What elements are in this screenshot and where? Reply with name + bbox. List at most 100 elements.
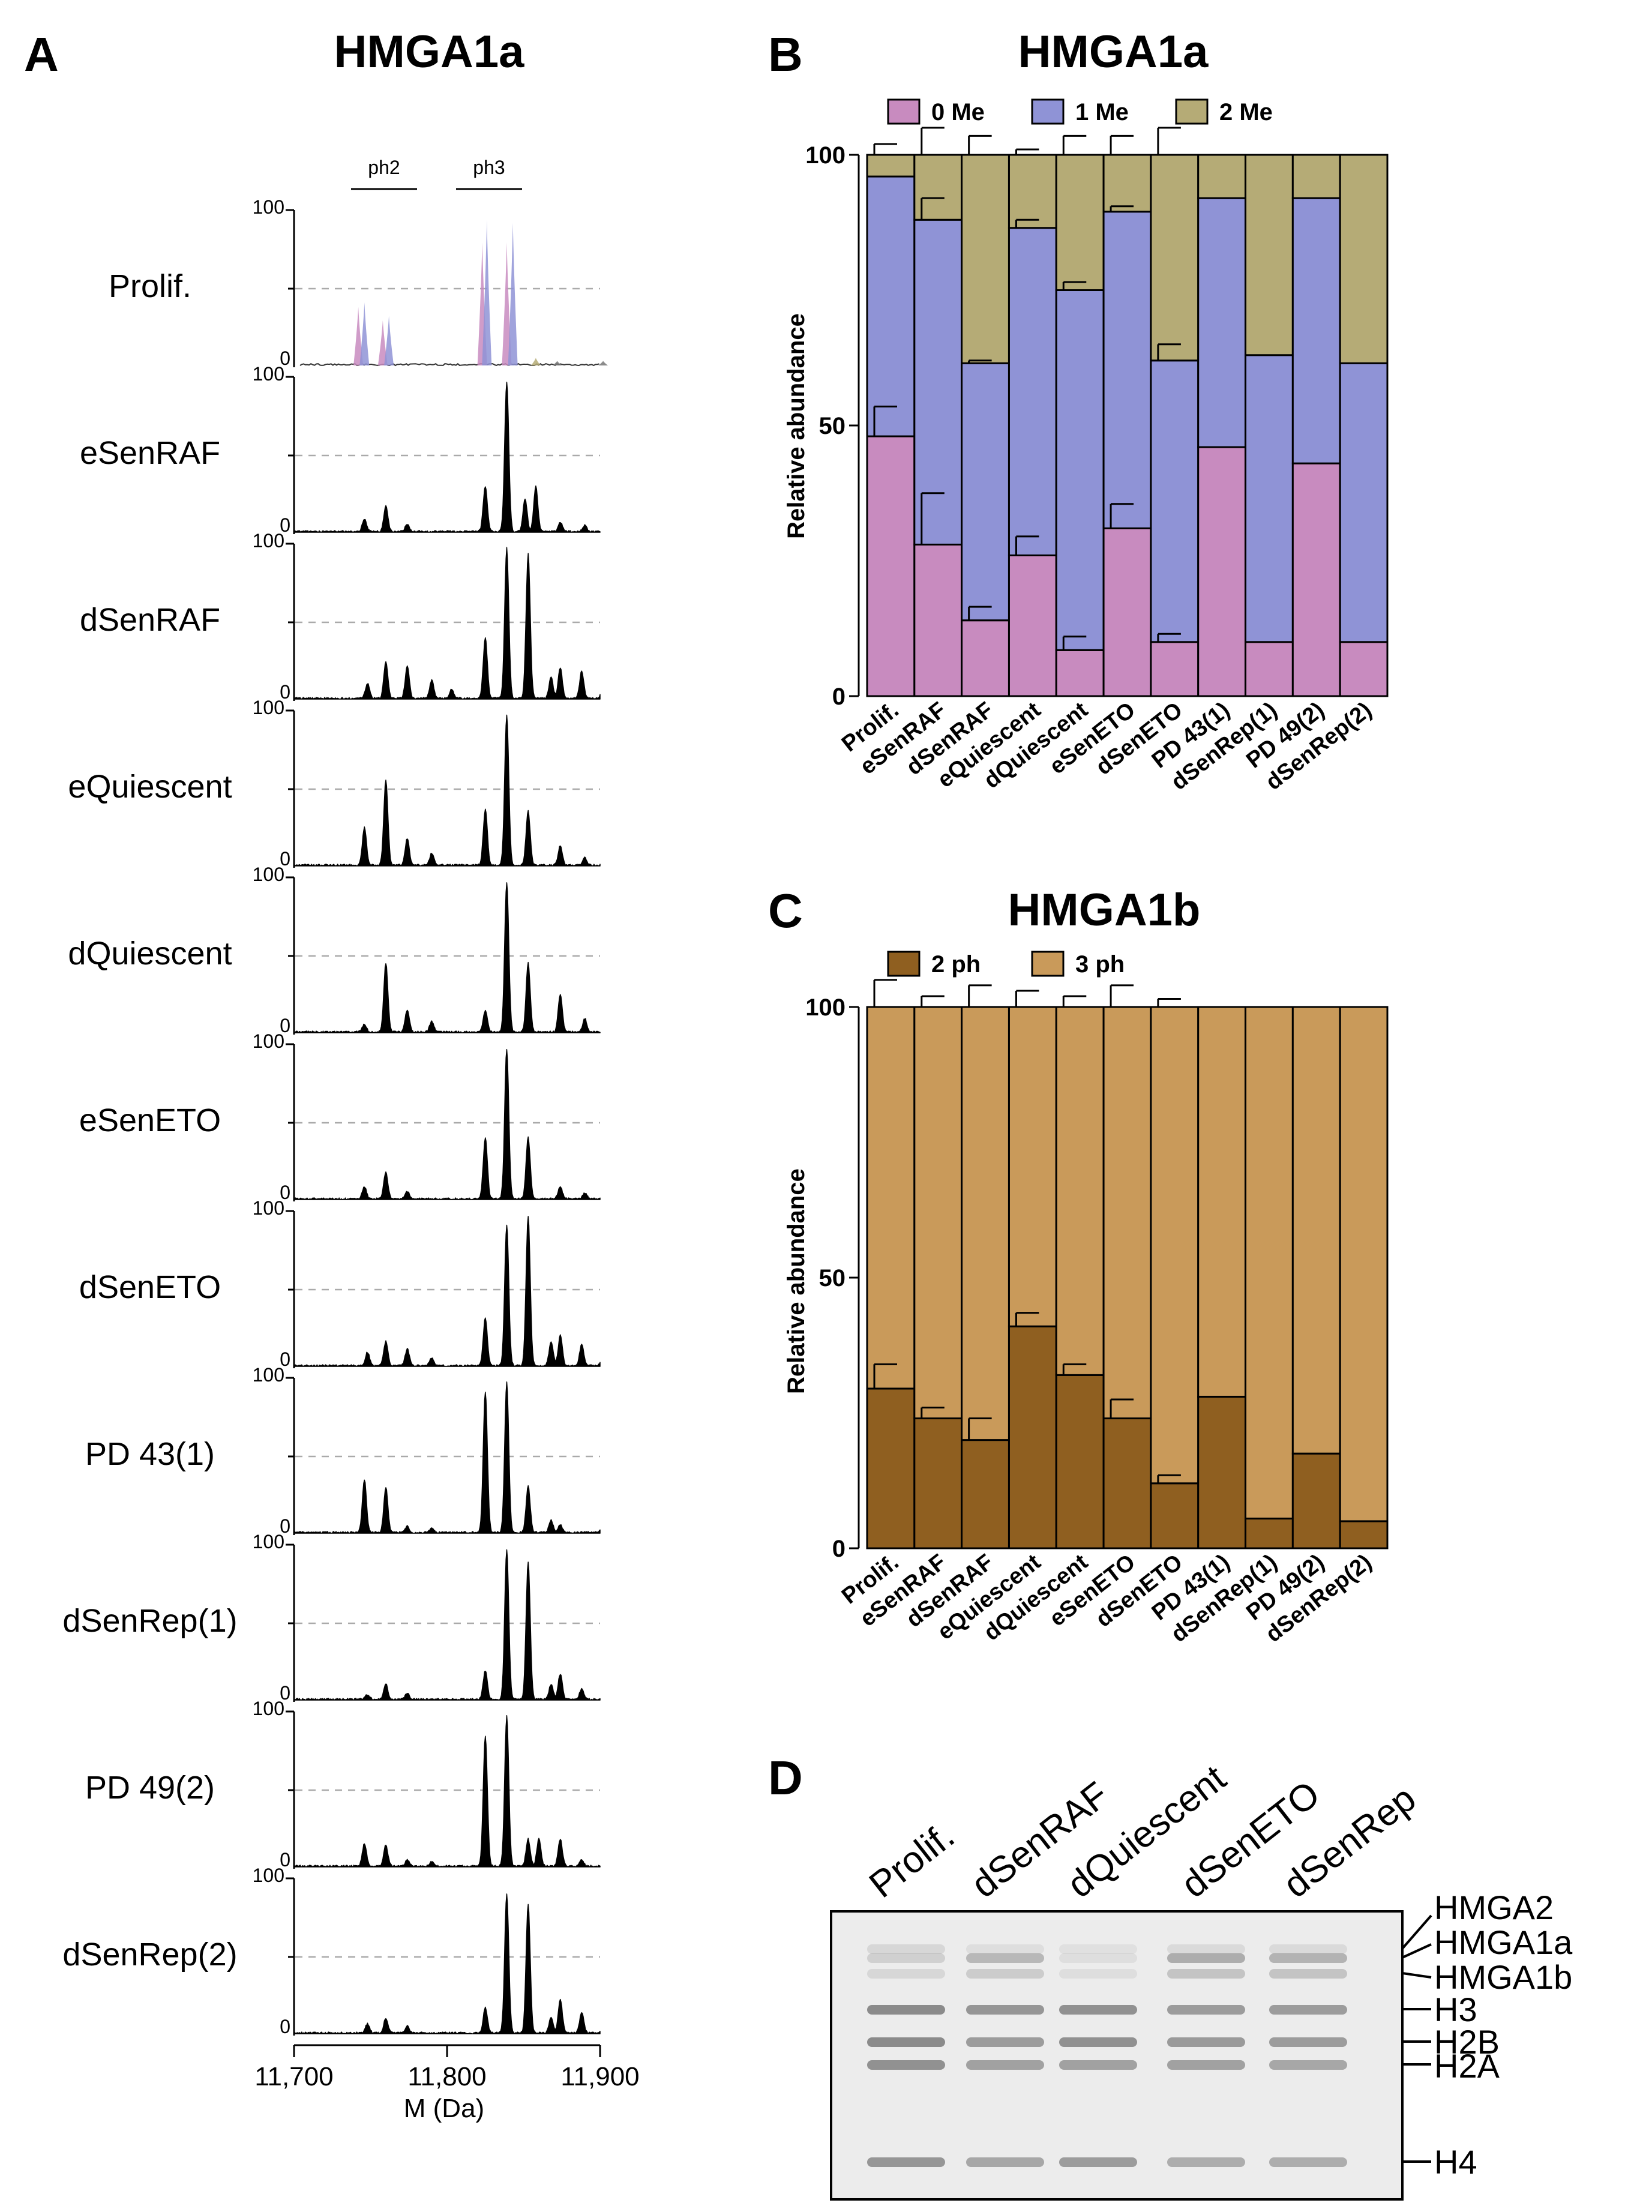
spectrum-y-label-0: 0 <box>280 1849 290 1871</box>
gel-band-dseneto-h2a <box>1167 2060 1245 2070</box>
bar-2-ph-eseneto <box>1102 1417 1152 1549</box>
y-tick-label-0: 0 <box>832 684 846 710</box>
spectrum-trace <box>293 1549 601 1701</box>
bar-2-me-eseneto <box>1102 154 1152 213</box>
bar-0-me-dquiescent <box>1055 649 1105 697</box>
bar-0-me-dsenrep-2 <box>1339 641 1389 697</box>
spectrum-y-label-0: 0 <box>280 1015 290 1036</box>
bar-1-me-dsenrep-1 <box>1245 354 1294 643</box>
spectrum-pd-49-2: 100 0 PD 49(2) <box>85 1698 601 1871</box>
spectrum-label: eSenRAF <box>80 435 220 471</box>
spectrum-peak <box>508 223 518 365</box>
gel-bands <box>867 1944 1347 2167</box>
bar-2-me-equiescent <box>1008 154 1057 229</box>
spectrum-trace <box>293 1216 601 1367</box>
bar-3-ph-equiescent <box>1008 1006 1057 1327</box>
bar-1-me-dquiescent <box>1055 289 1105 651</box>
bar-2-ph-dquiescent <box>1055 1374 1105 1549</box>
bar-2-ph-prolif <box>866 1387 916 1549</box>
gel-band-dquiescent-h3 <box>1059 2005 1137 2015</box>
panel-a: A HMGA1a ph2 ph3 1000Prolif.1000eSenRAF1… <box>24 26 640 2123</box>
legend-swatch-2-me <box>1175 98 1209 125</box>
bar-2-me-dsenraf <box>961 154 1010 364</box>
bar-2-ph-pd-49-2 <box>1291 1452 1341 1549</box>
marker-line-hmga2 <box>1401 1914 1432 1950</box>
gel-band-prolif-hmga1a <box>867 1953 945 1963</box>
marker-line-hmga1b <box>1402 1972 1432 1979</box>
panel-b-title: HMGA1a <box>1018 26 1209 77</box>
band-label-hmga2: HMGA2 <box>1434 1889 1554 1926</box>
gel-band-prolif-h2b <box>867 2037 945 2047</box>
spectrum-y-label-0: 0 <box>280 1348 290 1370</box>
legend-swatch-3-ph <box>1031 951 1065 977</box>
gel-band-dsenraf-h2b <box>966 2037 1044 2047</box>
bar-2-ph-dsenrep-1 <box>1245 1517 1294 1549</box>
marker-line-hmga1a <box>1402 1943 1432 1959</box>
spectrum-pd-43-1: 100 0 PD 43(1) <box>85 1364 601 1537</box>
mass-axis: 11,700 11,800 11,900 M (Da) <box>254 2044 640 2123</box>
bar-2-ph-dsenraf <box>961 1439 1010 1549</box>
spectrum-y-label-100: 100 <box>253 1865 284 1886</box>
y-tick-label-50: 50 <box>819 413 846 439</box>
ph2-label: ph2 <box>368 157 400 178</box>
spectrum-dsenrep-1: 100 0 dSenRep(1) <box>62 1531 601 1704</box>
gel-band-prolif-hmga2 <box>867 1944 945 1954</box>
gel-band-dseneto-hmga1a <box>1167 1953 1245 1963</box>
spectrum-y-label-100: 100 <box>253 697 284 718</box>
spectrum-trace <box>293 1715 601 1868</box>
bar-2-me-prolif <box>866 154 916 178</box>
gel-band-dquiescent-hmga2 <box>1059 1944 1137 1954</box>
legend-swatch-0-me <box>887 98 921 125</box>
bar-3-ph-dquiescent <box>1055 1006 1105 1376</box>
gel-band-dsenraf-h2a <box>966 2060 1044 2070</box>
spectrum-label: eQuiescent <box>68 769 232 805</box>
panel-d-letter: D <box>768 1751 803 1805</box>
legend-label-3-ph: 3 ph <box>1075 951 1125 978</box>
spectrum-y-label-100: 100 <box>253 1030 284 1052</box>
gel-band-dquiescent-hmga1b <box>1059 1969 1137 1979</box>
bar-2-ph-dseneto <box>1150 1482 1200 1549</box>
band-label-h3: H3 <box>1434 1991 1477 2028</box>
gel-band-dsenrep-hmga2 <box>1269 1944 1347 1954</box>
panel-c-letter: C <box>768 884 803 937</box>
band-label-h2b: H2B <box>1434 2023 1500 2061</box>
gel-band-dseneto-h4 <box>1167 2157 1245 2167</box>
bar-1-me-pd-43-1 <box>1197 197 1247 448</box>
panel-c-chart: 050100Prolif.eSenRAFdSenRAFeQuiescentdQu… <box>805 951 1389 1647</box>
spectrum-label: dSenRAF <box>80 602 220 638</box>
mass-axis-label: M (Da) <box>404 2094 484 2123</box>
spectrum-trace <box>293 382 601 533</box>
bar-0-me-pd-43-1 <box>1197 446 1247 697</box>
spectrum-label: PD 43(1) <box>85 1436 215 1472</box>
gel-lane-label-prolif: Prolif. <box>862 1815 962 1906</box>
spectrum-trace <box>293 1381 601 1534</box>
bar-2-ph-equiescent <box>1008 1325 1057 1549</box>
bar-1-me-dseneto <box>1150 359 1200 643</box>
bar-2-ph-dsenrep-2 <box>1339 1520 1389 1549</box>
gel-band-dquiescent-h4 <box>1059 2157 1137 2167</box>
spectrum-y-label-100: 100 <box>253 1531 284 1552</box>
bar-2-me-pd-49-2 <box>1291 154 1341 199</box>
bar-1-me-eseneto <box>1102 211 1152 529</box>
ph3-label: ph3 <box>473 157 505 178</box>
bar-0-me-equiescent <box>1008 554 1057 697</box>
band-label-hmga1a: HMGA1a <box>1434 1923 1573 1961</box>
spectrum-label: dQuiescent <box>68 936 232 972</box>
bar-1-me-pd-49-2 <box>1291 197 1341 464</box>
y-tick-label-100: 100 <box>805 994 846 1021</box>
bar-1-me-dsenraf <box>961 362 1010 622</box>
gel-band-prolif-h4 <box>867 2157 945 2167</box>
bar-1-me-equiescent <box>1008 227 1057 556</box>
spectrum-esenraf: 100 0 eSenRAF <box>80 363 601 536</box>
spectrum-trace <box>293 1049 601 1200</box>
spectrum-y-label-100: 100 <box>253 864 284 885</box>
spectrum-peak <box>598 361 608 365</box>
bar-3-ph-esenraf <box>913 1006 963 1420</box>
bar-0-me-dsenrep-1 <box>1245 641 1294 697</box>
bar-3-ph-dsenraf <box>961 1006 1010 1441</box>
bar-2-me-dsenrep-2 <box>1339 154 1389 364</box>
bar-0-me-dseneto <box>1150 641 1200 697</box>
bar-0-me-dsenraf <box>961 619 1010 697</box>
legend-swatch-1-me <box>1031 98 1065 125</box>
spectrum-y-label-0: 0 <box>280 681 290 703</box>
